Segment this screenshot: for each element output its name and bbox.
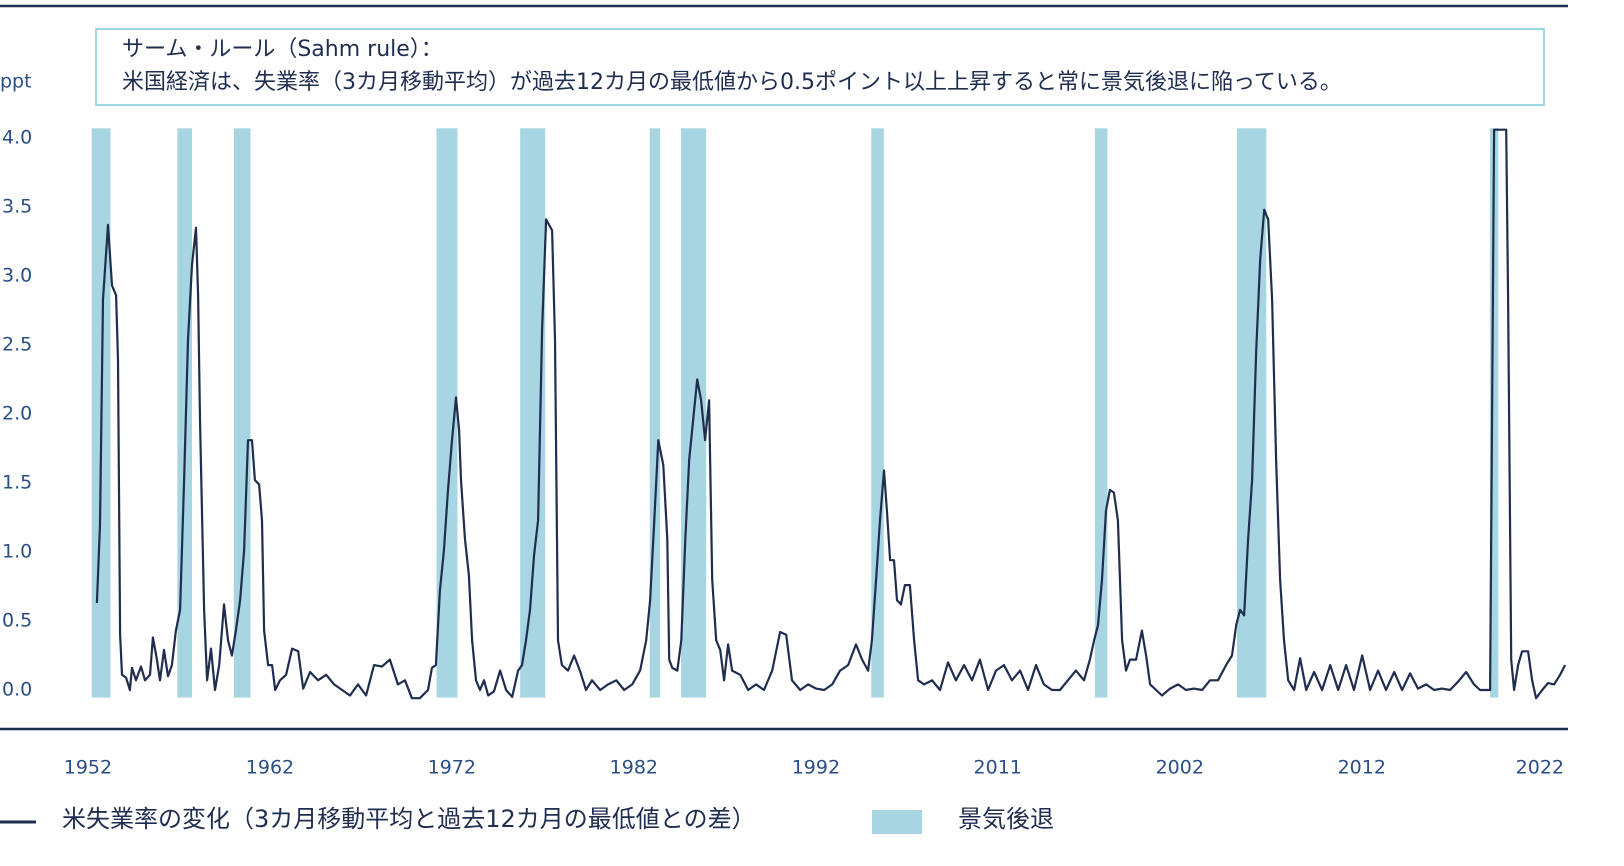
y-tick-label: 2.0 bbox=[2, 402, 32, 424]
x-tick-label: 1962 bbox=[246, 757, 294, 779]
y-tick-label: 2.5 bbox=[2, 333, 32, 355]
series-line bbox=[95, 128, 1567, 700]
recession-bands bbox=[91, 128, 1499, 698]
recession-band bbox=[1489, 128, 1499, 698]
x-tick-label: 2012 bbox=[1338, 757, 1386, 779]
x-tick-label: 1982 bbox=[610, 757, 658, 779]
annotation-title: サーム・ルール（Sahm rule）： bbox=[122, 37, 443, 62]
recession-band bbox=[1237, 128, 1267, 698]
recession-band bbox=[520, 128, 546, 698]
annotation-text: 米国経済は、失業率（3カ月移動平均）が過去12カ月の最低値から0.5ポイント以上… bbox=[122, 70, 1342, 95]
recession-band bbox=[436, 128, 458, 698]
x-tick-label: 2022 bbox=[1516, 757, 1564, 779]
x-tick-label: 1972 bbox=[428, 757, 476, 779]
annotation-box bbox=[95, 28, 1545, 106]
recession-band bbox=[871, 128, 884, 698]
legend-label: 米失業率の変化（3カ月移動平均と過去12カ月の最低値との差） bbox=[62, 805, 756, 833]
y-tick-label: 4.0 bbox=[2, 126, 32, 148]
y-tick-label: 3.5 bbox=[2, 195, 32, 217]
recession-band bbox=[649, 128, 661, 698]
x-tick-label: 2011 bbox=[974, 757, 1022, 779]
y-tick-label: 0.5 bbox=[2, 609, 32, 631]
recession-band bbox=[233, 128, 251, 698]
x-tick-label: 1952 bbox=[64, 757, 112, 779]
plot bbox=[95, 128, 1567, 700]
y-axis-label: ppt bbox=[0, 71, 32, 93]
y-tick-label: 1.5 bbox=[2, 471, 32, 493]
x-tick-label: 2002 bbox=[1156, 757, 1204, 779]
y-tick-label: 1.0 bbox=[2, 540, 32, 562]
legend-band-swatch bbox=[872, 810, 922, 834]
y-tick-label: 3.0 bbox=[2, 264, 32, 286]
y-tick-label: 0.0 bbox=[2, 678, 32, 700]
recession-band bbox=[1094, 128, 1108, 698]
legend-label: 景気後退 bbox=[958, 805, 1054, 833]
x-tick-label: 1992 bbox=[792, 757, 840, 779]
